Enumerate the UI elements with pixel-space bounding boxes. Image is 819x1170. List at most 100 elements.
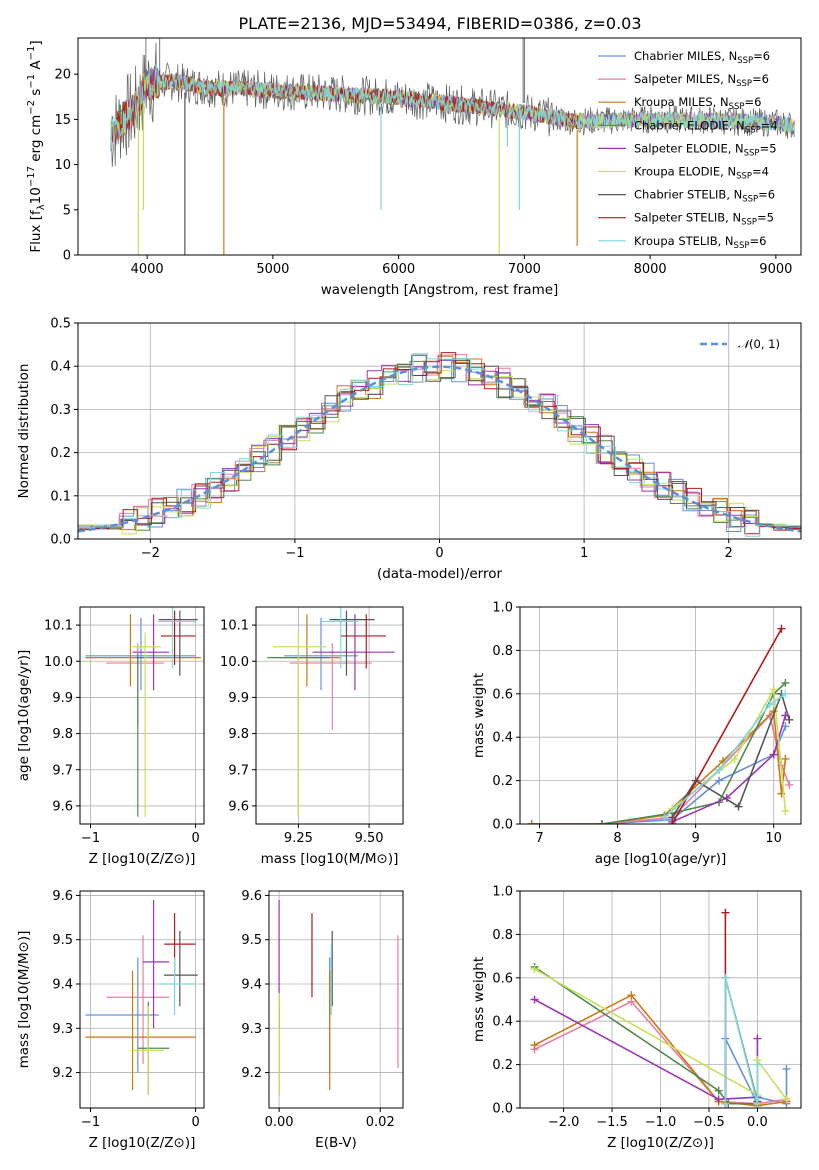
x-axis-label: Z [log10(Z/Z⊙)] xyxy=(607,1135,714,1151)
x-tick-label: 6000 xyxy=(382,262,415,277)
histogram-series xyxy=(78,359,801,530)
y-tick-label: 1.0 xyxy=(492,601,513,616)
legend-subscript: SSP xyxy=(736,79,752,89)
age-vs-mass-panel: 9.25 9.50 9.6 9.7 9.8 9.9 10.0 10.1 mass [log10(… xyxy=(220,606,404,867)
weight-marker xyxy=(530,965,539,974)
plot-frame xyxy=(79,890,205,1109)
weight-vs-age-panel: 7 8 9 10 0.0 0.2 0.4 0.6 0.8 1.0 age [log10(age/yr… xyxy=(471,601,802,867)
y-axis-label: mass weight xyxy=(471,673,487,758)
legend-text: (0, 1) xyxy=(749,337,780,351)
weight-marker xyxy=(721,973,730,982)
x-axis-label: wavelength [Angstrom, rest frame] xyxy=(321,282,559,298)
weight-marker xyxy=(530,995,539,1004)
weight-vs-Z-panel: −2.0 −1.5 −1.0 −0.5 0.0 0.0 0.2 0.4 0.6 0.8 1.0 Z [… xyxy=(471,885,802,1151)
x-tick-label: 9.25 xyxy=(284,831,313,846)
x-tick-label: −1 xyxy=(81,1115,100,1130)
weight-marker xyxy=(781,754,790,763)
weight-marker xyxy=(769,750,778,759)
x-tick-label: 9.50 xyxy=(355,831,384,846)
age-vs-Z-panel: −1 0 9.6 9.7 9.8 9.9 10.0 10.1 Z [log10(Z/Z⊙)] ag… xyxy=(16,606,205,867)
x-axis-label: mass [log10(M/M⊙)] xyxy=(261,851,399,867)
x-tick-label: −2 xyxy=(141,546,160,561)
y-tick-label: 0.3 xyxy=(50,403,71,418)
y-tick-label: 0.2 xyxy=(50,446,71,461)
x-tick-label: 0 xyxy=(191,1115,199,1130)
y-tick-label: 9.9 xyxy=(52,691,73,706)
legend-text: Kroupa STELIB, N xyxy=(634,234,734,248)
y-label-part: A xyxy=(28,60,44,74)
y-tick-label: 9.2 xyxy=(52,1066,73,1081)
mass-vs-EBV-panel: 0.00 0.02 9.2 9.3 9.4 9.5 9.6 E(B-V) xyxy=(241,889,404,1151)
errorbar-points xyxy=(85,607,201,817)
weight-series-line xyxy=(534,998,759,1101)
y-tick-label: 10 xyxy=(54,158,71,173)
y-tick-label: 0 xyxy=(63,249,71,264)
y-tick-label: 9.7 xyxy=(52,763,73,778)
weight-series-line xyxy=(534,966,758,1105)
y-tick-label: 0.5 xyxy=(50,317,71,332)
y-label-part: λ xyxy=(36,204,47,210)
weight-marker xyxy=(527,820,536,824)
legend-subscript: SSP xyxy=(729,102,745,112)
y-tick-label: 9.6 xyxy=(52,799,73,814)
legend-entry: Kroupa MILES, NSSP=6 xyxy=(634,95,761,112)
y-tick-label: 9.6 xyxy=(52,889,73,904)
legend-subscript: SSP xyxy=(745,125,761,135)
x-axis-label: (data-model)/error xyxy=(377,566,503,582)
weight-marker xyxy=(627,991,636,1000)
weight-marker xyxy=(785,715,794,724)
spectrum-panel: 4000 5000 6000 7000 8000 9000 0 5 10 15 20 waveleng… xyxy=(26,37,802,298)
errorbar-points xyxy=(267,607,395,817)
x-tick-label: −1 xyxy=(81,831,100,846)
legend-text: Chabrier STELIB, N xyxy=(634,188,742,202)
y-label-part: 10 xyxy=(28,187,44,204)
y-tick-label: 0.0 xyxy=(50,533,71,548)
weight-marker xyxy=(715,776,724,785)
legend-entry: Salpeter ELODIE, NSSP=5 xyxy=(634,141,777,158)
weight-marker xyxy=(781,806,790,815)
weight-series-line xyxy=(724,977,759,1104)
x-tick-label: 0.00 xyxy=(265,1115,294,1130)
legend-text: Salpeter MILES, N xyxy=(634,72,736,86)
weight-marker xyxy=(781,678,790,687)
residuals-panel: −2 −1 0 1 2 0.0 0.1 0.2 0.3 0.4 0.5 (data-model)/er… xyxy=(16,317,802,582)
x-tick-label: 1 xyxy=(580,546,588,561)
spectrum-lines xyxy=(110,38,795,255)
x-tick-label: −0.5 xyxy=(693,1115,725,1130)
y-tick-label: 0.8 xyxy=(492,644,513,659)
y-tick-label: 9.2 xyxy=(241,1066,262,1081)
y-tick-label: 15 xyxy=(54,113,71,128)
weight-marker xyxy=(714,1086,723,1095)
legend-text: =5 xyxy=(760,141,777,155)
y-tick-label: 9.8 xyxy=(228,727,249,742)
legend-text: =4 xyxy=(761,118,778,132)
y-label-part: s xyxy=(28,89,44,100)
y-tick-label: 9.3 xyxy=(52,1022,73,1037)
y-tick-label: 0.6 xyxy=(492,971,513,986)
weight-marker xyxy=(714,1095,723,1104)
legend-text: Salpeter ELODIE, N xyxy=(634,141,744,155)
legend-subscript: SSP xyxy=(736,172,752,182)
legend-subscript: SSP xyxy=(741,218,757,228)
y-axis-label: age [log10(age/yr)] xyxy=(16,650,32,782)
weight-lines xyxy=(530,908,791,1108)
x-tick-label: 8000 xyxy=(634,262,667,277)
legend-text: =4 xyxy=(752,165,769,179)
x-tick-label: −1 xyxy=(285,546,304,561)
x-tick-label: 10 xyxy=(765,831,782,846)
x-tick-label: 0 xyxy=(435,546,443,561)
weight-marker xyxy=(753,1099,762,1108)
legend-text: Kroupa ELODIE, N xyxy=(634,165,736,179)
x-axis-label: age [log10(age/yr)] xyxy=(595,851,727,867)
legend-entry: Salpeter MILES, NSSP=6 xyxy=(634,72,769,89)
x-tick-label: 9 xyxy=(691,831,699,846)
y-tick-label: 0.4 xyxy=(50,360,71,375)
x-tick-label: 8 xyxy=(613,831,621,846)
histogram-steps xyxy=(78,352,801,537)
weight-marker xyxy=(721,1099,730,1108)
weight-series-line xyxy=(671,628,783,824)
weight-marker xyxy=(668,820,677,824)
errorbar-points xyxy=(278,899,399,1095)
x-tick-label: 0.02 xyxy=(366,1115,395,1130)
